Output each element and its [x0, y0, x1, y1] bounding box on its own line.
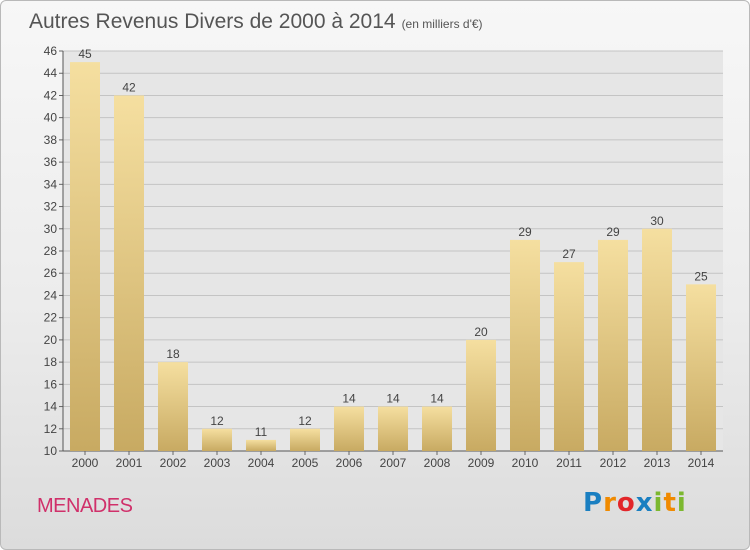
y-tick-label: 28 — [44, 244, 58, 258]
bar-value-label: 29 — [518, 225, 532, 239]
x-tick-label: 2007 — [380, 456, 407, 470]
x-tick-label: 2010 — [512, 456, 539, 470]
bar — [290, 428, 320, 451]
y-tick-label: 36 — [44, 155, 58, 169]
x-tick-label: 2000 — [72, 456, 99, 470]
bar — [334, 406, 364, 451]
x-tick-label: 2006 — [336, 456, 363, 470]
bar-value-label: 45 — [78, 47, 92, 61]
x-tick-label: 2005 — [292, 456, 319, 470]
title-unit: (en milliers d'€) — [401, 17, 483, 31]
x-tick-label: 2004 — [248, 456, 275, 470]
bar — [554, 262, 584, 451]
bar — [598, 239, 628, 451]
logo-letter: t — [663, 488, 677, 518]
bar-value-label: 25 — [694, 269, 708, 283]
y-tick-label: 18 — [44, 355, 58, 369]
x-tick-label: 2002 — [160, 456, 187, 470]
bar-value-label: 14 — [342, 392, 356, 406]
y-tick-label: 40 — [44, 111, 58, 125]
bar — [422, 406, 452, 451]
bar-value-label: 18 — [166, 347, 180, 361]
y-tick-label: 22 — [44, 311, 58, 325]
y-tick-label: 10 — [44, 444, 58, 458]
y-tick-label: 24 — [44, 288, 58, 302]
y-tick-label: 46 — [44, 44, 58, 58]
bar-value-label: 20 — [474, 325, 488, 339]
y-tick-label: 20 — [44, 333, 58, 347]
x-tick-label: 2013 — [644, 456, 671, 470]
x-tick-label: 2012 — [600, 456, 627, 470]
y-tick-label: 42 — [44, 88, 58, 102]
y-tick-label: 12 — [44, 422, 58, 436]
bar — [202, 428, 232, 451]
commune-name: MENADES — [37, 495, 133, 517]
bar-value-label: 12 — [210, 414, 224, 428]
x-tick-label: 2008 — [424, 456, 451, 470]
bar-value-label: 30 — [650, 214, 664, 228]
bar — [378, 406, 408, 451]
x-tick-label: 2014 — [688, 456, 715, 470]
logo-letter: i — [653, 488, 664, 518]
x-tick-label: 2001 — [116, 456, 143, 470]
y-tick-label: 44 — [44, 66, 58, 80]
bar-value-label: 27 — [562, 247, 576, 261]
x-tick-label: 2011 — [556, 456, 582, 470]
logo-letter: r — [603, 488, 617, 518]
bar-value-label: 14 — [430, 392, 444, 406]
bar — [246, 439, 276, 451]
bar-value-label: 14 — [386, 392, 400, 406]
bar — [642, 228, 672, 451]
x-tick-label: 2009 — [468, 456, 495, 470]
logo-letter: o — [616, 488, 636, 518]
bar — [510, 239, 540, 451]
x-tick-label: 2003 — [204, 456, 231, 470]
logo-letter: x — [635, 488, 654, 518]
chart-title: Autres Revenus Divers de 2000 à 2014 (en … — [29, 10, 483, 34]
proxiti-logo: Proxiti — [583, 488, 687, 518]
y-tick-label: 32 — [44, 200, 58, 214]
bar — [158, 362, 188, 451]
bar — [466, 339, 496, 451]
title-text: Autres Revenus Divers de 2000 à 2014 — [29, 10, 396, 33]
logo-letter: P — [583, 488, 604, 518]
y-tick-label: 30 — [44, 222, 58, 236]
y-tick-label: 34 — [44, 177, 58, 191]
y-tick-label: 26 — [44, 266, 58, 280]
y-tick-label: 16 — [44, 377, 58, 391]
bar-value-label: 12 — [298, 414, 312, 428]
bar-value-label: 29 — [606, 225, 620, 239]
logo-letter: i — [676, 488, 687, 518]
y-tick-label: 14 — [44, 400, 58, 414]
bar — [114, 95, 144, 451]
bar-value-label: 42 — [122, 80, 136, 94]
y-tick-label: 38 — [44, 133, 58, 147]
bar-value-label: 11 — [255, 425, 268, 439]
bar — [70, 62, 100, 451]
bar — [686, 284, 716, 451]
